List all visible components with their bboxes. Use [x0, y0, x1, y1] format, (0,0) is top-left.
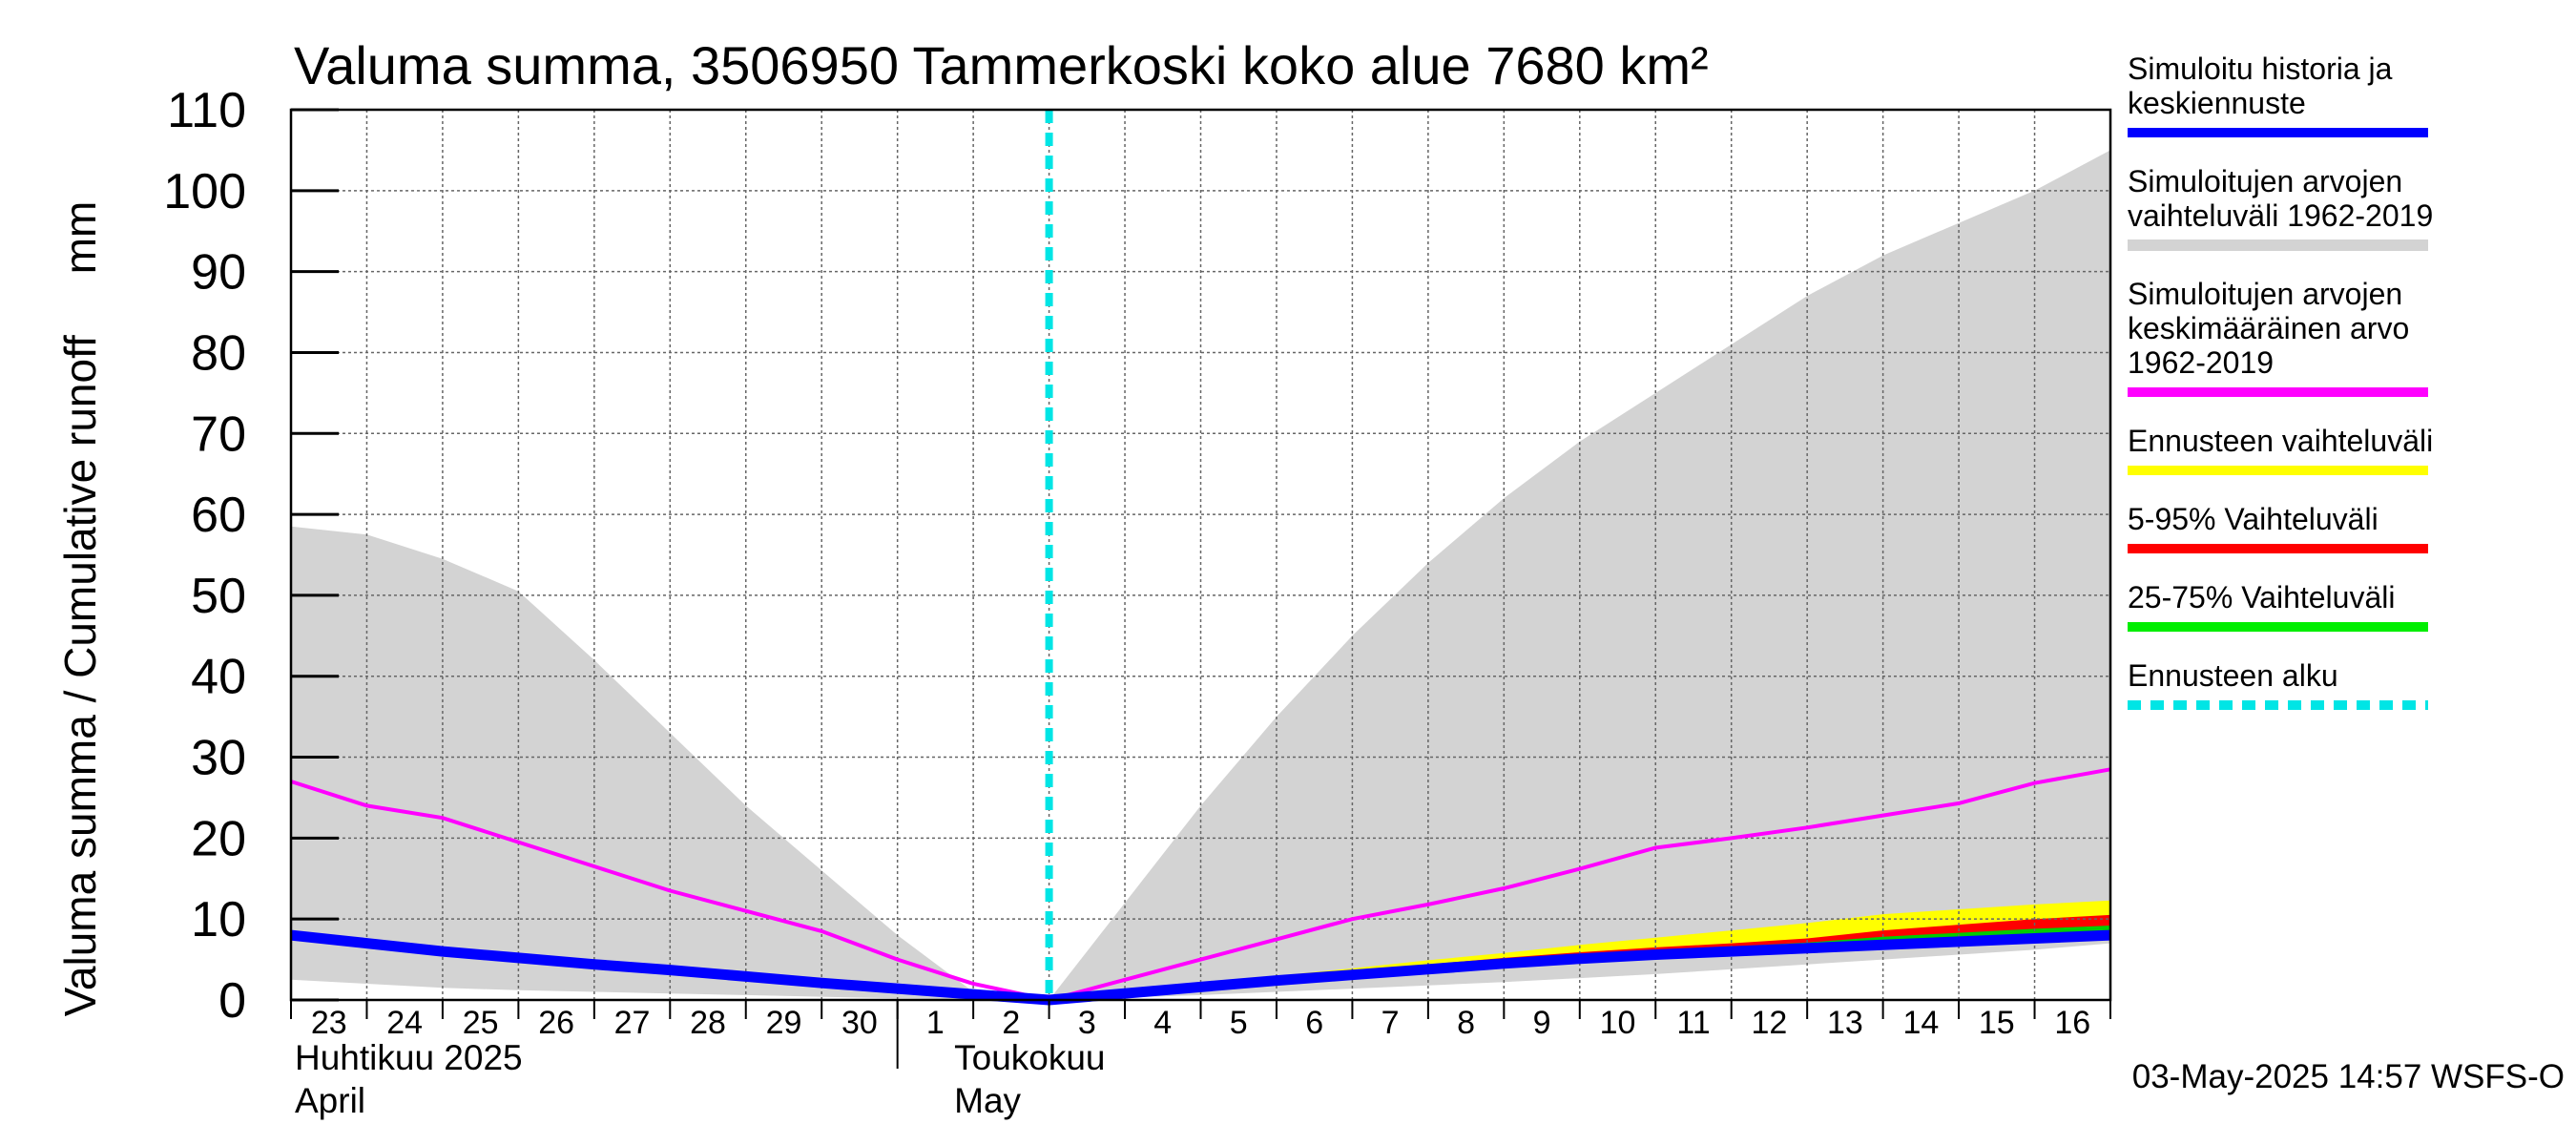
- y-tick-label: 20: [191, 811, 246, 866]
- x-tick-label: 25: [463, 1005, 499, 1041]
- y-tick-label: 40: [191, 650, 246, 705]
- x-tick-label: 23: [311, 1005, 347, 1041]
- x-tick-label: 12: [1752, 1005, 1788, 1041]
- y-tick-label: 50: [191, 569, 246, 624]
- x-tick-label: 13: [1827, 1005, 1863, 1041]
- legend-label: Simuloitu historia ja: [2128, 52, 2393, 86]
- legend-label: keskiennuste: [2128, 86, 2306, 120]
- mean-line: [290, 767, 2111, 1003]
- x-tick-label: 24: [386, 1005, 423, 1041]
- x-tick-label: 9: [1533, 1005, 1551, 1041]
- y-tick-label: 60: [191, 488, 246, 543]
- y-tick-label: 100: [163, 164, 246, 219]
- x-tick-label: 8: [1457, 1005, 1475, 1041]
- x-tick-label: 10: [1600, 1005, 1636, 1041]
- y-tick-label: 80: [191, 325, 246, 381]
- timestamp: 03-May-2025 14:57 WSFS-O: [2132, 1058, 2565, 1095]
- x-tick-label: 6: [1305, 1005, 1323, 1041]
- y-tick-label: 0: [218, 973, 246, 1029]
- x-tick-label: 29: [766, 1005, 802, 1041]
- x-tick-label: 27: [614, 1005, 651, 1041]
- x-tick-label: 28: [690, 1005, 726, 1041]
- month-label-en: April: [295, 1081, 365, 1120]
- legend-label: keskimääräinen arvo: [2128, 311, 2409, 345]
- y-tick-label: 110: [167, 83, 246, 138]
- x-tick-label: 3: [1078, 1005, 1096, 1041]
- legend-label: 25-75% Vaihteluväli: [2128, 580, 2395, 614]
- legend-label: 1962-2019: [2128, 345, 2274, 380]
- x-tick-label: 14: [1902, 1005, 1939, 1041]
- x-tick-label: 15: [1979, 1005, 2015, 1041]
- simulated-history-line: [290, 929, 2111, 1006]
- chart-title: Valuma summa, 3506950 Tammerkoski koko a…: [294, 35, 1709, 95]
- y-axis-label: Valuma summa / Cumulative runoff mm: [55, 201, 105, 1017]
- legend-label: 5-95% Vaihteluväli: [2128, 502, 2379, 536]
- x-tick-label: 11: [1676, 1005, 1710, 1041]
- y-tick-label: 70: [191, 406, 246, 462]
- y-tick-label: 30: [191, 731, 246, 786]
- legend-label: Simuloitujen arvojen: [2128, 164, 2402, 198]
- month-label-fi: Huhtikuu 2025: [295, 1038, 523, 1077]
- x-tick-label: 4: [1153, 1005, 1172, 1041]
- x-tick-label: 5: [1230, 1005, 1248, 1041]
- x-tick-label: 2: [1002, 1005, 1020, 1041]
- x-tick-label: 30: [841, 1005, 878, 1041]
- month-label-fi: Toukokuu: [954, 1038, 1105, 1077]
- x-tick-label: 7: [1381, 1005, 1400, 1041]
- y-tick-label: 90: [191, 245, 246, 301]
- x-tick-label: 16: [2054, 1005, 2090, 1041]
- y-tick-label: 10: [191, 892, 246, 947]
- legend-label: Simuloitujen arvojen: [2128, 277, 2402, 311]
- legend-label: vaihteluväli 1962-2019: [2128, 198, 2433, 233]
- legend-label: Ennusteen alku: [2128, 658, 2338, 693]
- month-label-en: May: [954, 1081, 1021, 1120]
- legend-label: Ennusteen vaihteluväli: [2128, 424, 2433, 458]
- x-tick-label: 26: [538, 1005, 574, 1041]
- x-tick-label: 1: [926, 1005, 945, 1041]
